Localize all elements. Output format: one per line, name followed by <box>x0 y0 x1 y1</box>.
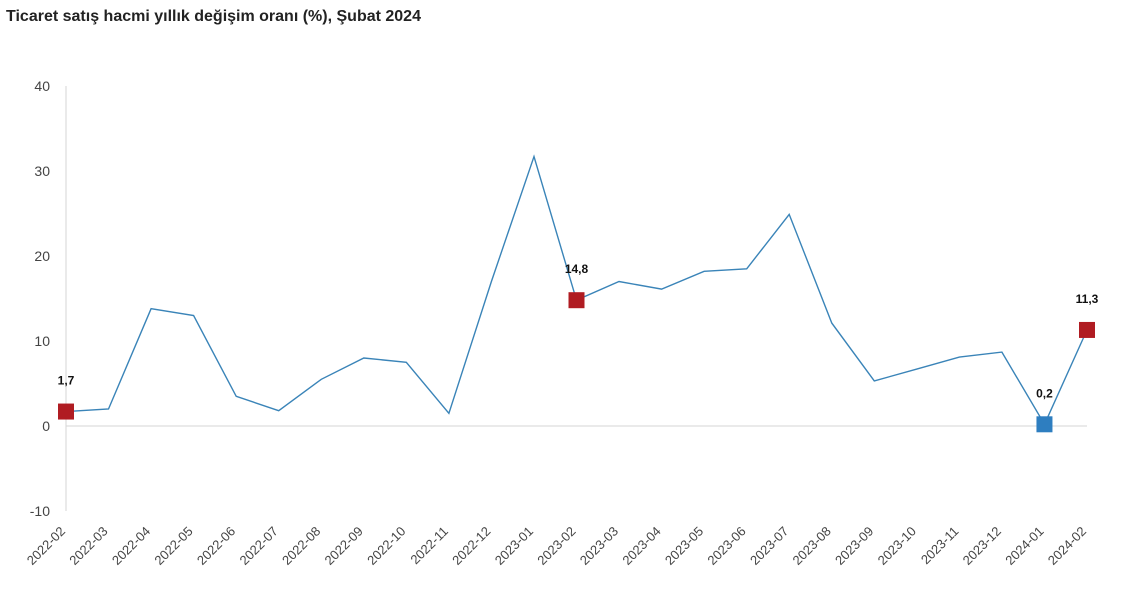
x-tick-label: 2022-12 <box>449 524 493 568</box>
marker-group: 1,7 14,8 0,2 11,3 <box>58 262 1099 433</box>
series-line <box>65 154 1088 426</box>
x-tick-label: 2023-02 <box>534 524 578 568</box>
x-tick-label: 2022-03 <box>66 524 110 568</box>
x-tick-label: 2024-01 <box>1002 524 1046 568</box>
y-tick-label: 0 <box>42 418 50 434</box>
x-tick-label: 2023-09 <box>832 524 876 568</box>
x-tick-label: 2022-04 <box>109 524 153 568</box>
data-label: 0,2 <box>1036 386 1053 400</box>
x-tick-label: 2023-12 <box>960 524 1004 568</box>
x-tick-label: 2022-08 <box>279 524 323 568</box>
chart-axes <box>65 86 1087 511</box>
x-tick-label: 2022-06 <box>194 524 238 568</box>
x-tick-label: 2023-07 <box>747 524 791 568</box>
x-axis-ticks: 2022-022022-032022-042022-052022-062022-… <box>24 524 1089 568</box>
x-tick-label: 2022-10 <box>364 524 408 568</box>
x-tick-label: 2022-11 <box>407 524 451 568</box>
x-tick-label: 2022-05 <box>151 524 195 568</box>
series-group <box>65 154 1088 426</box>
highlight-marker <box>58 403 74 420</box>
y-tick-label: 30 <box>34 163 50 179</box>
data-label: 14,8 <box>565 262 589 276</box>
x-tick-label: 2023-10 <box>875 524 919 568</box>
highlight-marker <box>568 292 585 309</box>
x-tick-label: 2022-09 <box>322 524 366 568</box>
x-tick-label: 2023-04 <box>619 524 663 568</box>
x-tick-label: 2023-01 <box>492 524 536 568</box>
highlight-marker <box>1036 416 1053 433</box>
x-tick-label: 2024-02 <box>1045 524 1089 568</box>
y-tick-label: -10 <box>30 503 50 519</box>
y-tick-label: 10 <box>34 333 50 349</box>
x-tick-label: 2023-05 <box>662 524 706 568</box>
y-tick-label: 20 <box>34 248 50 264</box>
y-axis-ticks: -10 0 10 20 30 40 <box>30 78 50 519</box>
x-tick-label: 2023-11 <box>918 524 962 568</box>
x-tick-label: 2022-07 <box>236 524 280 568</box>
x-tick-label: 2022-02 <box>24 524 68 568</box>
y-tick-label: 40 <box>34 78 50 94</box>
data-label: 1,7 <box>58 374 75 388</box>
highlight-marker <box>1079 321 1095 338</box>
x-tick-label: 2023-08 <box>790 524 834 568</box>
chart-title: Ticaret satış hacmi yıllık değişim oranı… <box>6 8 421 25</box>
x-tick-label: 2023-03 <box>577 524 621 568</box>
x-tick-label: 2023-06 <box>704 524 748 568</box>
data-label: 11,3 <box>1076 292 1099 306</box>
